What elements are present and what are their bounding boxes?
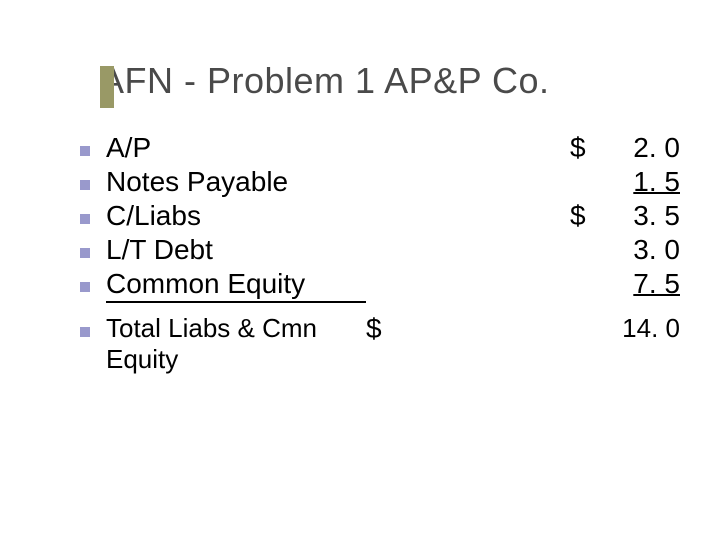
square-bullet-icon: [80, 248, 90, 258]
balance-items: A/P$2. 0Notes Payable1. 5C/Liabs$3. 5L/T…: [80, 132, 680, 375]
currency-symbol: $: [570, 132, 600, 164]
total-row: Total Liabs & Cmn Equity$14. 0: [80, 313, 680, 375]
balance-row: A/P $2. 0: [80, 132, 680, 164]
slide: AFN - Problem 1 AP&P Co. A/P$2. 0Notes P…: [0, 0, 720, 540]
slide-title-block: AFN - Problem 1 AP&P Co.: [100, 60, 680, 102]
item-label: L/T Debt: [106, 234, 366, 266]
title-accent-bar: [100, 66, 114, 108]
item-label: Notes Payable: [106, 166, 366, 198]
item-value: 7. 5: [600, 268, 680, 300]
total-value: 14. 0: [600, 313, 680, 344]
balance-row: Common Equity 7. 5: [80, 268, 680, 303]
balance-row: Notes Payable 1. 5: [80, 166, 680, 198]
item-label: C/Liabs: [106, 200, 366, 232]
square-bullet-icon: [80, 282, 90, 292]
total-label: Total Liabs & Cmn Equity: [106, 313, 366, 375]
square-bullet-icon: [80, 180, 90, 190]
square-bullet-icon: [80, 327, 90, 337]
item-label: A/P: [106, 132, 366, 164]
currency-symbol: $: [570, 200, 600, 232]
item-value: 3. 0: [600, 234, 680, 266]
balance-row: C/Liabs $3. 5: [80, 200, 680, 232]
item-value: 1. 5: [600, 166, 680, 198]
currency-symbol: $: [366, 313, 390, 375]
balance-row: L/T Debt 3. 0: [80, 234, 680, 266]
item-label: Common Equity: [106, 268, 366, 303]
square-bullet-icon: [80, 146, 90, 156]
item-value: 2. 0: [600, 132, 680, 164]
slide-title: AFN - Problem 1 AP&P Co.: [100, 60, 680, 102]
total-label-wrap: Total Liabs & Cmn Equity$: [106, 313, 496, 375]
item-value: 3. 5: [600, 200, 680, 232]
square-bullet-icon: [80, 214, 90, 224]
